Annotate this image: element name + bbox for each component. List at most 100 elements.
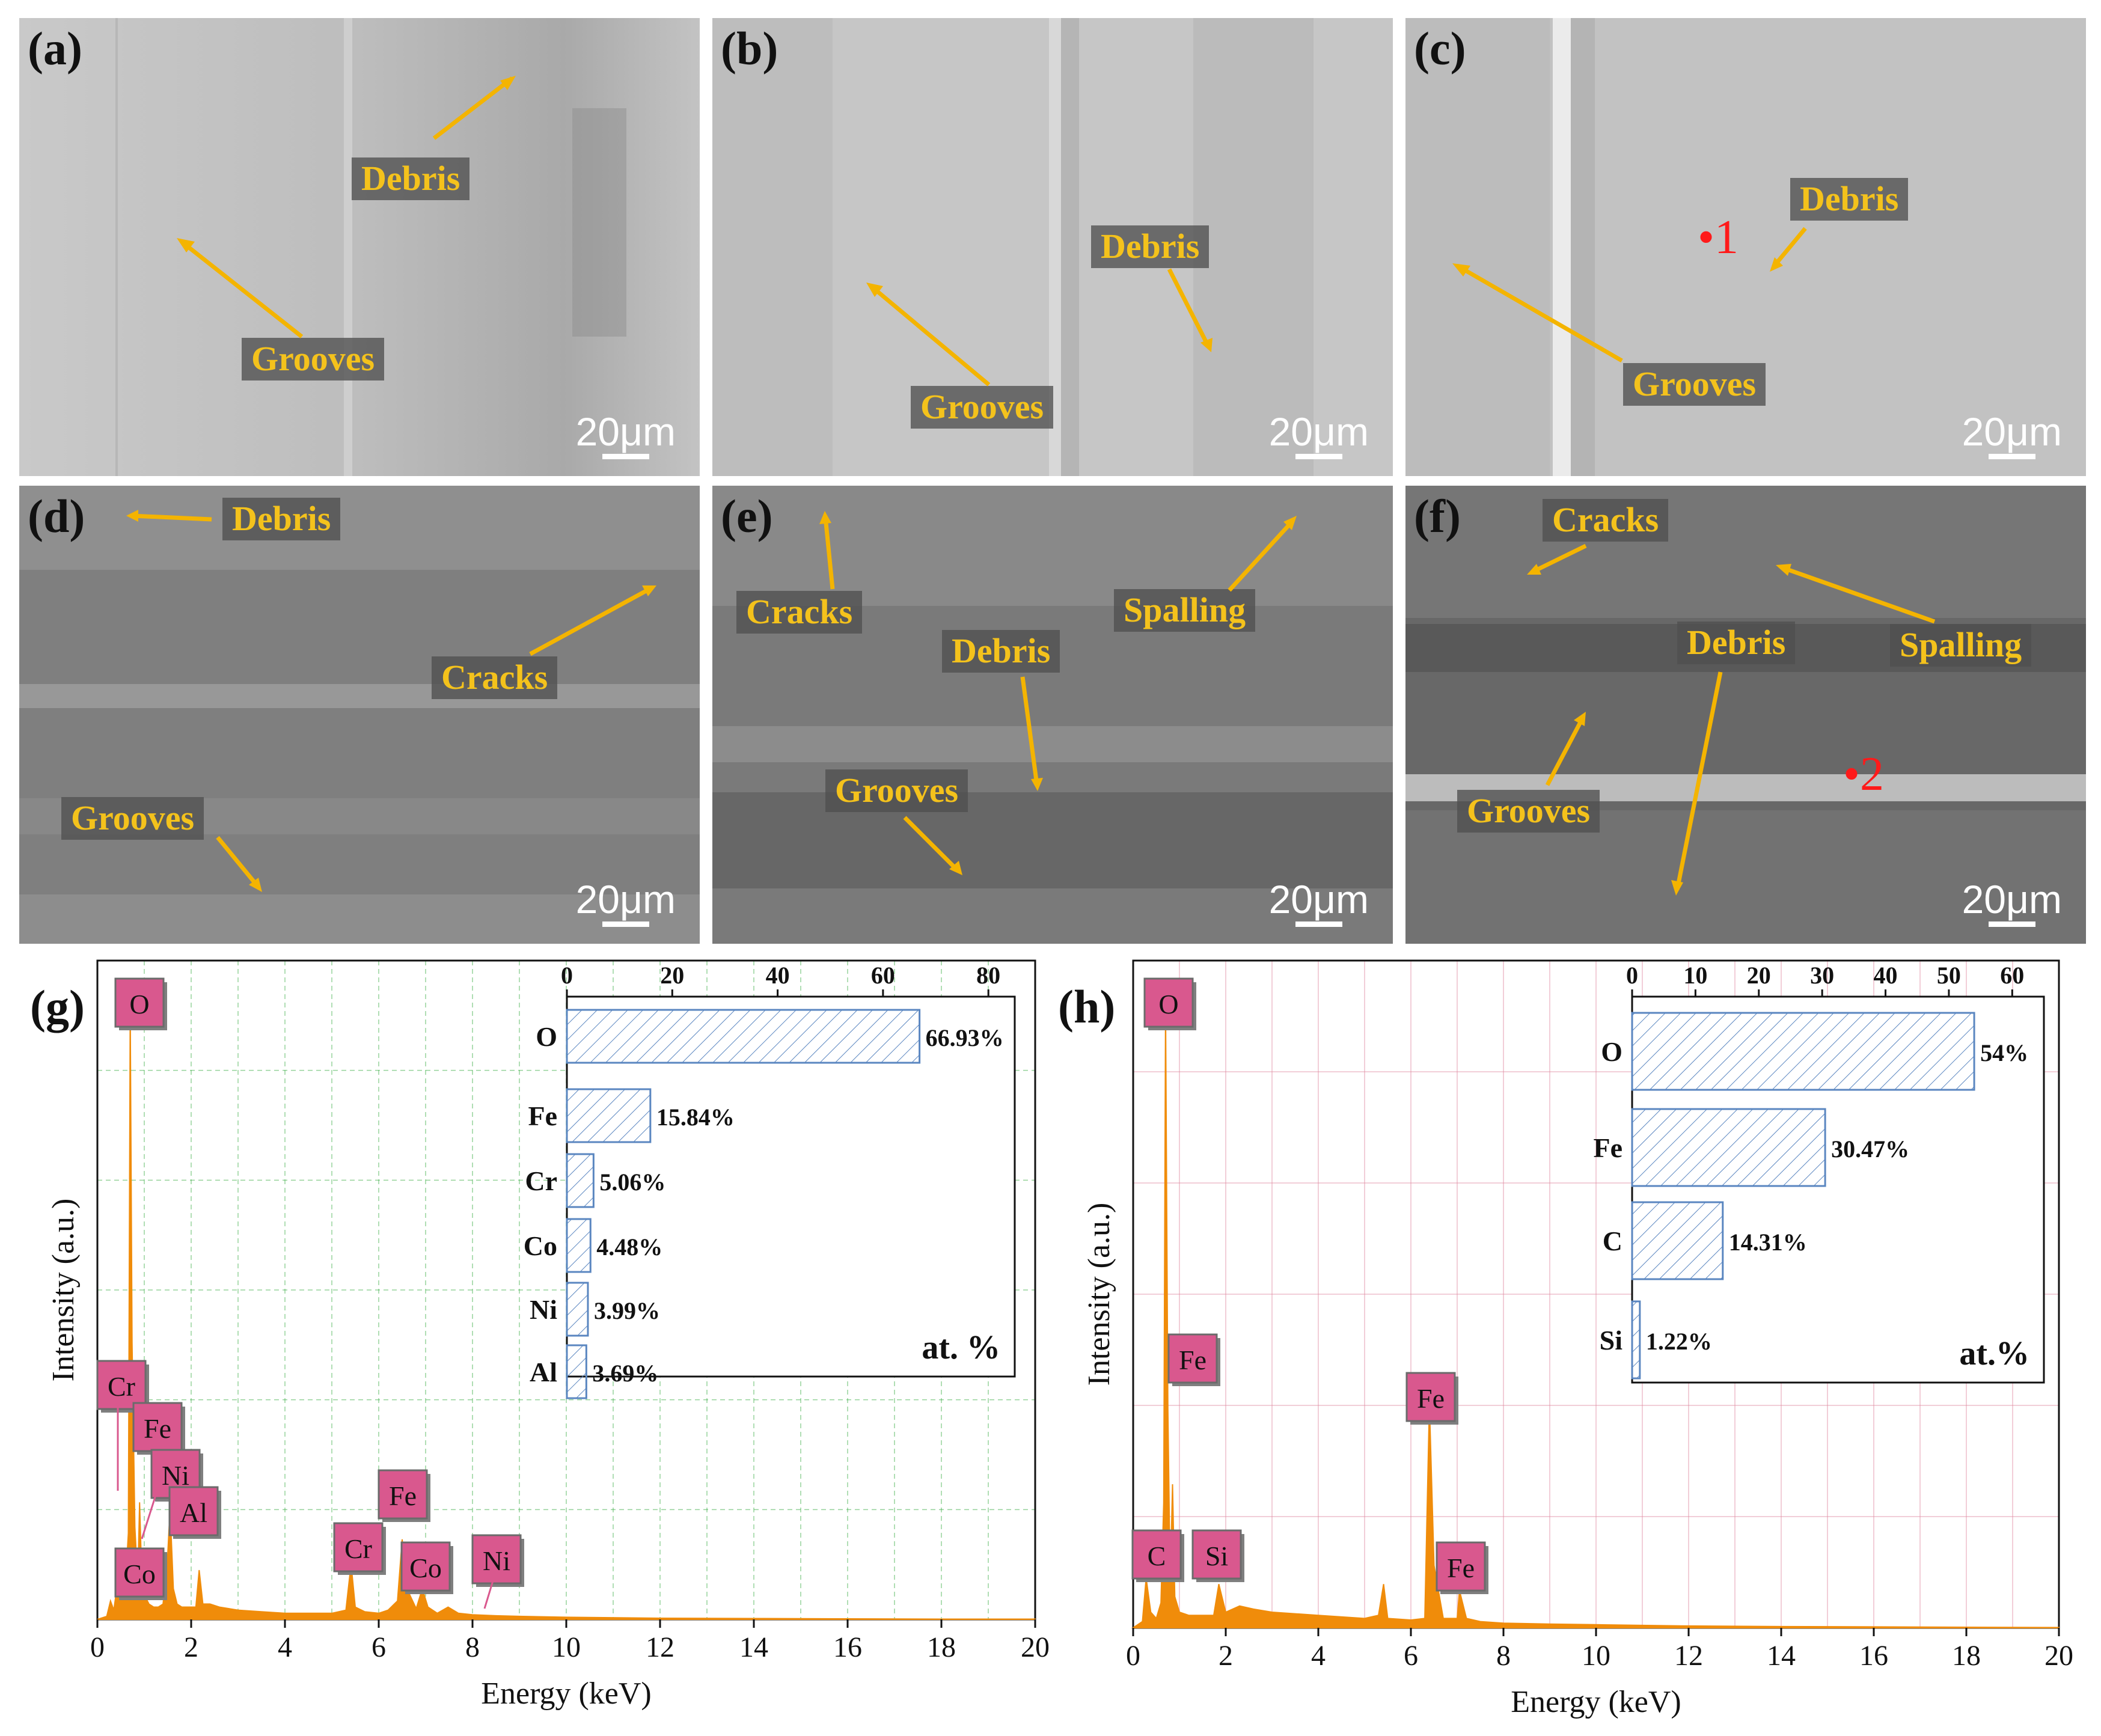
panel-label-d: (d)	[28, 490, 85, 542]
peak-label-box	[400, 1541, 451, 1592]
x-tick-label: 2	[184, 1631, 198, 1663]
x-tick-label: 4	[278, 1631, 292, 1663]
annotation-grooves: Grooves	[911, 386, 1054, 429]
peak-label-shadow	[382, 1474, 430, 1522]
x-tick-label: 10	[1582, 1640, 1610, 1672]
inset-category-label: Cr	[525, 1166, 557, 1196]
arrowhead-debris	[500, 76, 516, 90]
peak-label: Si	[1205, 1541, 1228, 1571]
peak-label: Fe	[144, 1413, 171, 1444]
inset-category-label: Fe	[528, 1101, 557, 1131]
peak-label-shadow	[405, 1546, 453, 1594]
peak-label: Co	[409, 1553, 442, 1583]
sem-panel-b: (b) Debris Grooves 20μm	[712, 18, 1393, 476]
inset-value-label: 4.48%	[596, 1233, 662, 1261]
inset-bar	[1631, 1012, 1975, 1091]
inset-category-label: C	[1603, 1226, 1622, 1256]
peak-label: Fe	[389, 1481, 417, 1511]
inset-bar	[566, 1088, 652, 1143]
peak-label: Ni	[162, 1460, 189, 1491]
inset-bar	[1631, 1300, 1641, 1380]
inset-bar	[566, 1344, 587, 1399]
inset-bar	[1631, 1201, 1724, 1280]
inset-frame	[1631, 995, 2045, 1384]
x-tick-label: 2	[1219, 1640, 1233, 1672]
arrow-grooves	[1456, 263, 1623, 363]
arrow-cracks	[1531, 543, 1587, 575]
peak-pointer	[141, 1489, 159, 1539]
peak-label-box	[1405, 1372, 1456, 1422]
arrowhead-debris	[1031, 778, 1043, 791]
peak-label: Ni	[483, 1545, 510, 1576]
arrowhead-grooves	[177, 238, 195, 252]
arrows-e	[819, 511, 1297, 875]
x-tick-label: 4	[1311, 1640, 1326, 1672]
peak-label-box	[471, 1534, 522, 1585]
annotation-spalling: Spalling	[1114, 589, 1256, 632]
sem-panel-a: (a) Debris Grooves 20μm	[19, 18, 700, 476]
scale-bar-e: 20μm	[1269, 879, 1369, 927]
arrowhead-debris	[1671, 880, 1683, 896]
arrows-c	[1452, 227, 1807, 363]
peak-label: Al	[180, 1497, 207, 1528]
peak-label-box	[114, 1547, 165, 1598]
inset-x-tick-label: 40	[1874, 962, 1898, 989]
inset-category-label: Al	[530, 1357, 557, 1387]
x-tick-label: 0	[1126, 1640, 1140, 1672]
inset-value-label: 14.31%	[1729, 1229, 1807, 1256]
scale-text: 20μm	[1962, 409, 2062, 454]
inset-x-tick-label: 60	[871, 962, 895, 989]
scale-bar-c: 20μm	[1962, 412, 2062, 459]
spectrum-line	[97, 1003, 1036, 1620]
annotation-debris: Debris	[1677, 622, 1796, 664]
x-tick-label: 16	[833, 1631, 862, 1663]
peak-label-shadow	[1440, 1546, 1488, 1594]
inset-value-label: 66.93%	[926, 1024, 1004, 1051]
x-tick-label: 16	[1859, 1640, 1888, 1672]
inset-x-tick-label: 0	[561, 962, 573, 989]
peak-label-box	[114, 977, 165, 1028]
plot-frame	[96, 959, 1036, 1621]
peak-label-shadow	[1410, 1377, 1458, 1425]
scale-bar-d: 20μm	[576, 879, 676, 927]
peak-label-box	[1131, 1529, 1182, 1580]
inset-bar	[566, 1282, 589, 1337]
inset-value-label: 15.84%	[656, 1104, 735, 1131]
peak-label-shadow	[101, 1365, 149, 1413]
sem-panel-d: (d) Debris Cracks Grooves 20μm	[19, 486, 700, 944]
x-tick-label: 14	[739, 1631, 768, 1663]
arrowhead-cracks	[1527, 564, 1541, 575]
x-tick-label: 12	[1674, 1640, 1703, 1672]
arrow-grooves	[216, 836, 260, 889]
peak-label: Fe	[1179, 1345, 1206, 1375]
x-tick-label: 20	[2044, 1640, 2073, 1672]
panel-label-a: (a)	[28, 22, 82, 75]
x-tick-label: 20	[1021, 1631, 1050, 1663]
x-axis-label: Energy (keV)	[1511, 1685, 1681, 1719]
arrows-b	[866, 268, 1213, 387]
panel-label-c: (c)	[1414, 22, 1466, 75]
inset-category-label: Si	[1600, 1325, 1623, 1355]
arrowhead-grooves	[949, 861, 962, 875]
inset-x-tick-label: 10	[1683, 962, 1707, 989]
inset-x-tick-label: 20	[1747, 962, 1771, 989]
annotation-grooves: Grooves	[1457, 790, 1600, 833]
annotation-debris: Debris	[1091, 225, 1210, 268]
inset-category-label: Fe	[1593, 1132, 1622, 1163]
annotation-debris: Debris	[1790, 178, 1909, 221]
sem-image-a	[19, 18, 700, 476]
arrowhead-grooves	[249, 878, 262, 892]
arrow-grooves	[180, 240, 304, 338]
scale-text: 20μm	[575, 409, 676, 454]
annotation-cracks: Cracks	[432, 656, 558, 699]
annotation-debris: Debris	[942, 630, 1060, 673]
inset-x-tick-label: 0	[1626, 962, 1638, 989]
scale-bar-b: 20μm	[1269, 412, 1369, 459]
annotation-grooves: Grooves	[242, 338, 385, 381]
peak-label-box	[150, 1449, 201, 1499]
peak-pointer	[483, 1580, 494, 1609]
arrows-a	[177, 76, 516, 338]
x-axis-label: Energy (keV)	[481, 1676, 652, 1711]
arrow-debris	[432, 76, 514, 140]
inset-x-tick-label: 30	[1810, 962, 1834, 989]
